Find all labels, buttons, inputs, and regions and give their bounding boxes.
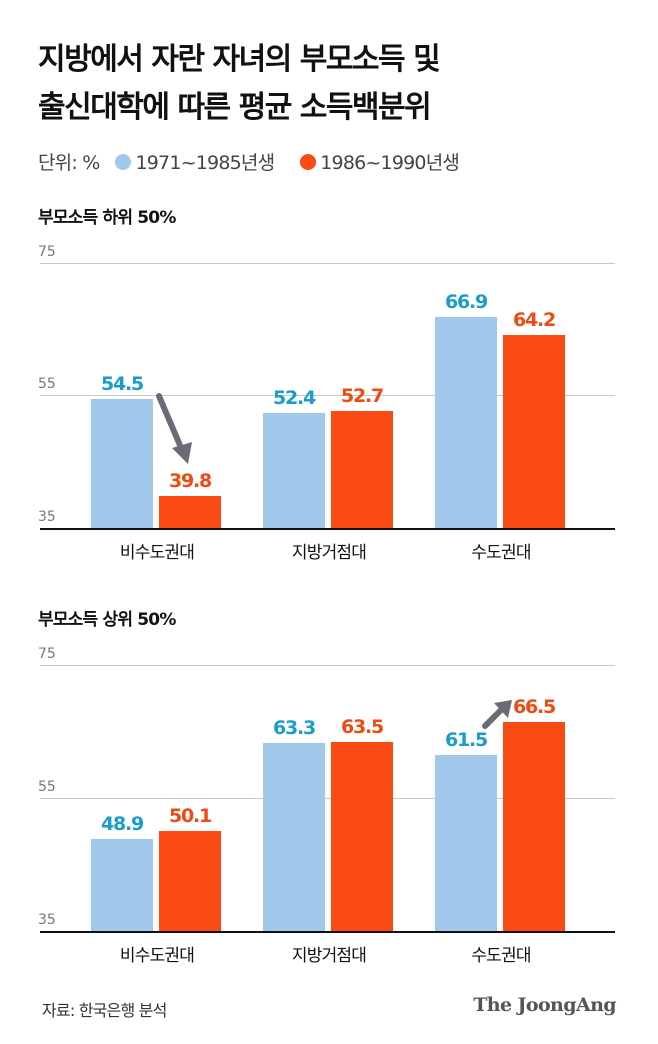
- y-tick-75: 75: [38, 244, 56, 260]
- bar-s1-sudogwon: [435, 317, 497, 528]
- value-label: 63.3: [272, 717, 316, 739]
- value-label: 64.2: [512, 309, 556, 331]
- y-tick-55: 55: [38, 779, 56, 795]
- orange-dot-icon: [300, 153, 317, 170]
- bar-s1-bisudogwon: [91, 399, 153, 528]
- bar-s2-sudogwon: [503, 722, 565, 931]
- title-line-1: 지방에서 자란 자녀의 부모소득 및: [38, 42, 441, 77]
- bar-s1-jibang: [263, 413, 325, 528]
- bar-s1-sudogwon: [435, 755, 497, 931]
- category-label: 수도권대: [471, 543, 531, 563]
- gridline-75: [40, 263, 615, 264]
- category-label: 비수도권대: [119, 946, 195, 966]
- page-title: 지방에서 자란 자녀의 부모소득 및 출신대학에 따른 평균 소득백분위: [38, 36, 441, 132]
- value-label: 61.5: [444, 729, 488, 751]
- x-axis-baseline: [40, 528, 615, 530]
- bar-s2-jibang: [331, 742, 393, 931]
- category-label: 지방거점대: [291, 543, 367, 563]
- arrow-down-icon: [156, 393, 192, 464]
- category-label: 지방거점대: [291, 946, 367, 966]
- category-label: 수도권대: [471, 946, 531, 966]
- value-label: 63.5: [340, 716, 384, 738]
- gridline-75: [40, 665, 615, 666]
- bar-s1-bisudogwon: [91, 839, 153, 931]
- bar-s1-jibang: [263, 743, 325, 931]
- x-axis-baseline: [40, 931, 615, 933]
- title-line-2: 출신대학에 따른 평균 소득백분위: [38, 90, 432, 125]
- chart-2-title: 부모소득 상위 50%: [38, 610, 176, 630]
- legend-item-1971-1985: 1971~1985년생: [115, 148, 275, 175]
- gridline-55: [40, 395, 615, 396]
- arrow-up-icon: [482, 700, 512, 729]
- value-label: 50.1: [168, 805, 212, 827]
- value-label: 39.8: [168, 470, 212, 492]
- bar-s2-sudogwon: [503, 335, 565, 528]
- y-tick-55: 55: [38, 376, 56, 392]
- legend-label: 1986~1990년생: [320, 152, 460, 174]
- legend-label: 1971~1985년생: [135, 152, 275, 174]
- value-label: 52.4: [272, 387, 316, 409]
- source-note: 자료: 한국은행 분석: [42, 1001, 167, 1020]
- y-tick-75: 75: [38, 646, 56, 662]
- publisher-logo: The JoongAng: [473, 994, 616, 1016]
- category-label: 비수도권대: [119, 543, 195, 563]
- value-label: 54.5: [100, 373, 144, 395]
- value-label: 66.9: [444, 291, 488, 313]
- y-tick-35: 35: [38, 509, 56, 525]
- legend: 단위: % 1971~1985년생 1986~1990년생: [38, 148, 485, 175]
- value-label: 48.9: [100, 813, 144, 835]
- y-tick-35: 35: [38, 912, 56, 928]
- bar-s2-jibang: [331, 411, 393, 528]
- gridline-55: [40, 798, 615, 799]
- value-label: 66.5: [512, 696, 556, 718]
- bar-s2-bisudogwon: [159, 496, 221, 528]
- chart-1-title: 부모소득 하위 50%: [38, 208, 176, 228]
- blue-dot-icon: [115, 153, 132, 170]
- unit-label: 단위: %: [38, 152, 100, 174]
- bar-s2-bisudogwon: [159, 831, 221, 931]
- legend-item-1986-1990: 1986~1990년생: [300, 148, 460, 175]
- value-label: 52.7: [340, 385, 384, 407]
